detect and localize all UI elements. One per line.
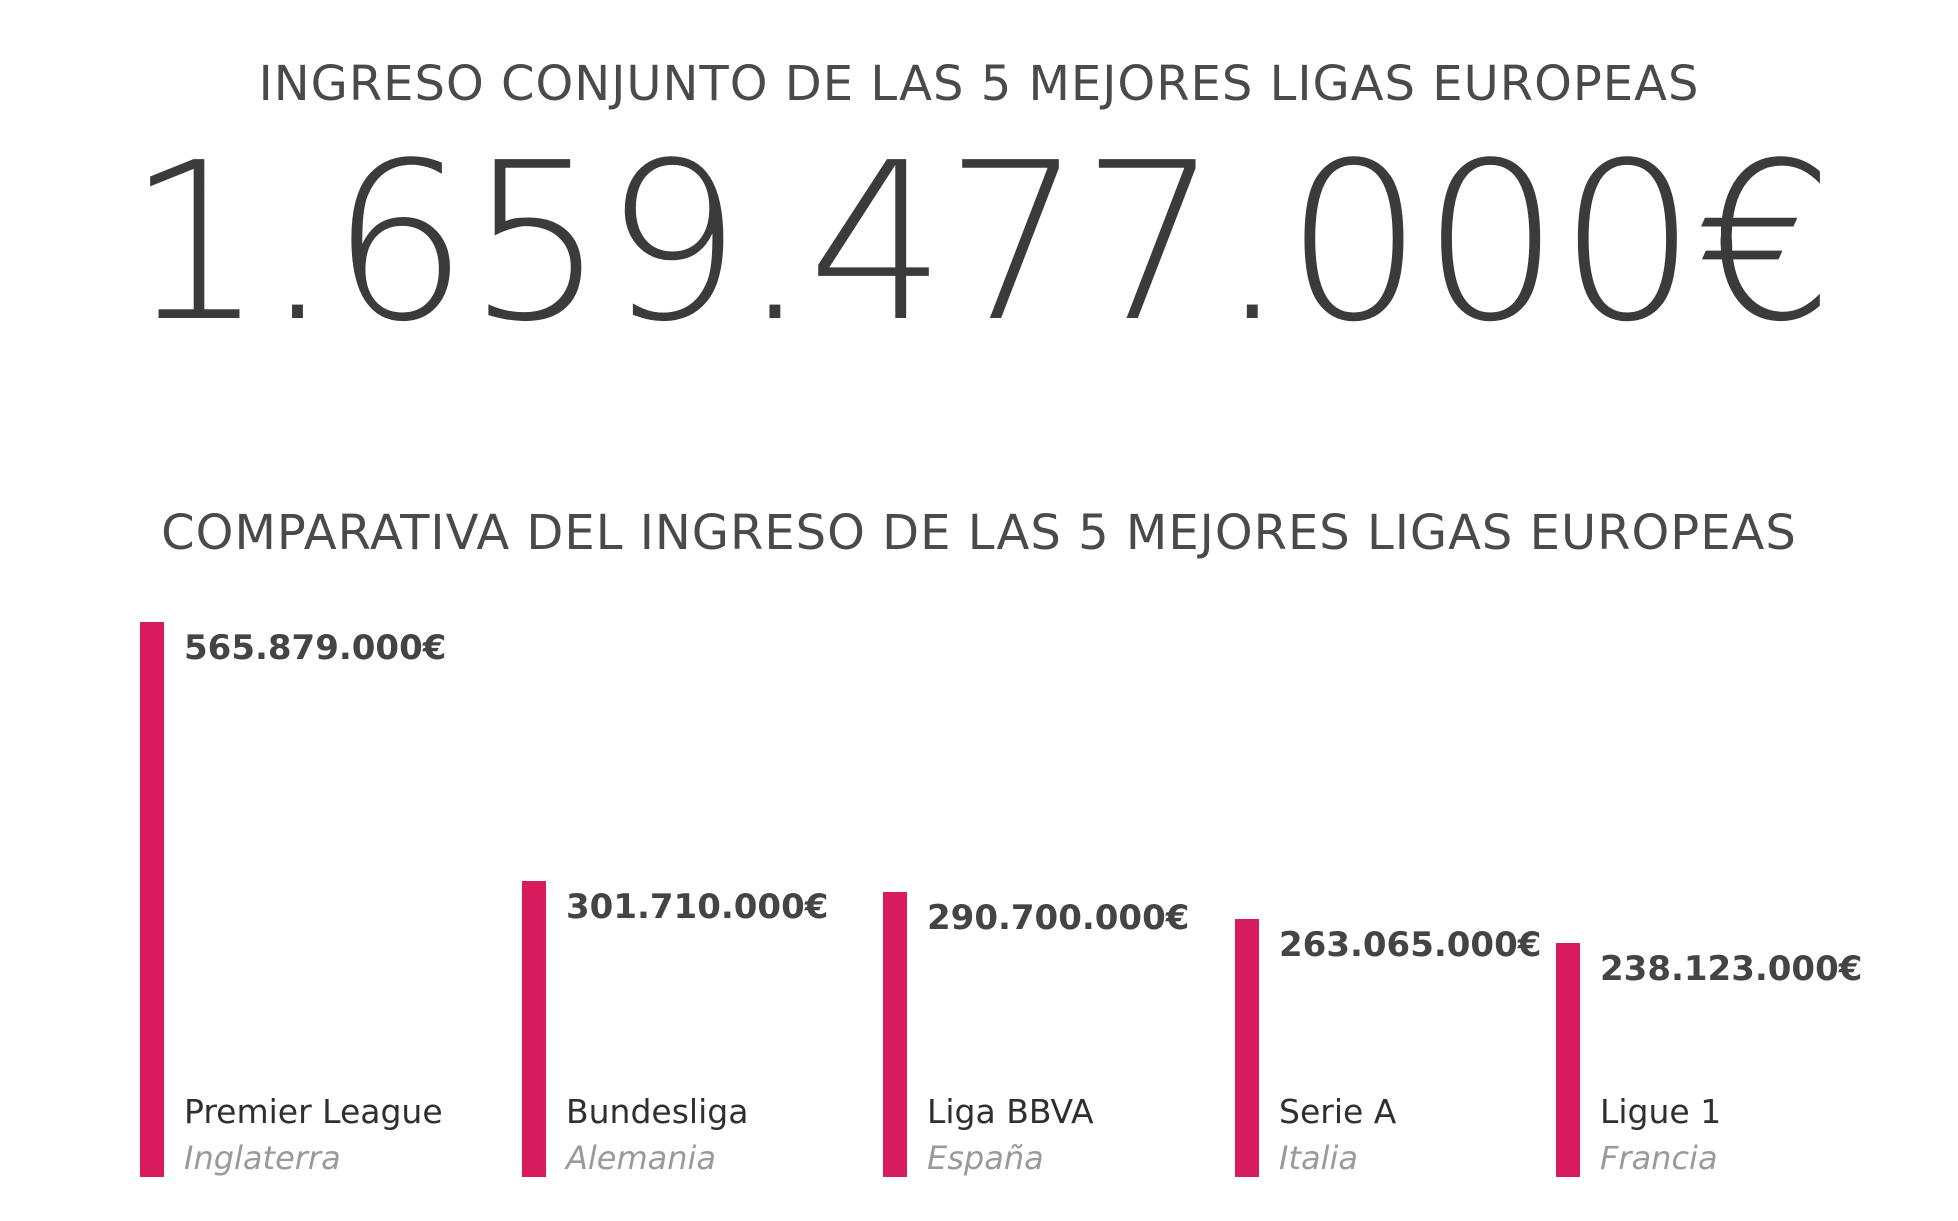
country-label: España	[927, 1139, 1044, 1177]
league-label: Bundesliga	[566, 1092, 749, 1131]
bar-value-label: 565.879.000€	[184, 628, 447, 668]
chart-title: COMPARATIVA DEL INGRESO DE LAS 5 MEJORES…	[161, 505, 1797, 561]
bar-liga-bbva	[883, 892, 907, 1177]
league-label: Serie A	[1279, 1092, 1397, 1131]
country-label: Francia	[1600, 1139, 1718, 1177]
league-label: Liga BBVA	[927, 1092, 1094, 1131]
total-income-title: INGRESO CONJUNTO DE LAS 5 MEJORES LIGAS …	[258, 56, 1700, 112]
bar-value-label: 263.065.000€	[1279, 925, 1542, 965]
country-label: Alemania	[566, 1139, 717, 1177]
total-income-value: 1.659.477.000€	[126, 117, 1834, 370]
bar-value-label: 238.123.000€	[1600, 949, 1863, 989]
bar-bundesliga	[522, 881, 546, 1177]
league-label: Ligue 1	[1600, 1092, 1722, 1131]
bar-serie-a	[1235, 919, 1259, 1177]
bar-value-label: 290.700.000€	[927, 898, 1190, 938]
country-label: Inglaterra	[184, 1139, 341, 1177]
bar-value-label: 301.710.000€	[566, 887, 829, 927]
bar-premier-league	[140, 622, 164, 1177]
bar-ligue-1	[1556, 943, 1580, 1177]
country-label: Italia	[1279, 1139, 1358, 1177]
league-label: Premier League	[184, 1092, 443, 1131]
